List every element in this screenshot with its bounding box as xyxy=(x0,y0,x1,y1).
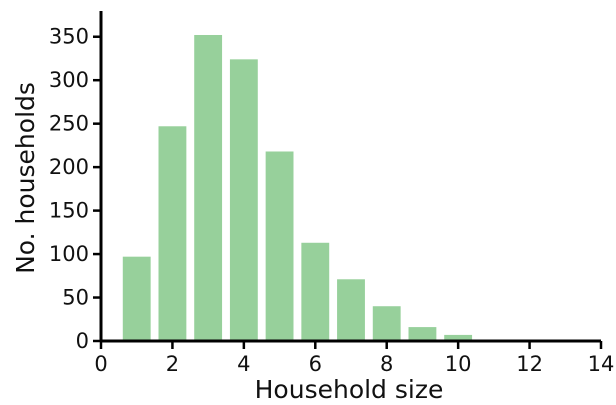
y-tick-label-200: 200 xyxy=(49,155,89,179)
bar-size-2 xyxy=(158,126,187,342)
bar-size-1 xyxy=(122,256,151,341)
bars-group xyxy=(122,34,473,342)
y-ticks-group: 0 50 100 150 200 250 300 350 xyxy=(49,25,101,353)
bar-size-10 xyxy=(444,334,473,341)
y-tick-label-250: 250 xyxy=(49,112,89,136)
bar-size-7 xyxy=(337,279,365,341)
y-tick-label-50: 50 xyxy=(62,286,89,310)
x-tick-label-14: 14 xyxy=(588,352,615,376)
bar-size-9 xyxy=(408,327,437,341)
x-tick-label-8: 8 xyxy=(380,352,393,376)
x-tick-label-6: 6 xyxy=(309,352,322,376)
x-axis-label: Household size xyxy=(255,375,444,404)
bar-size-5 xyxy=(265,151,294,341)
y-tick-label-100: 100 xyxy=(49,242,89,266)
x-tick-label-0: 0 xyxy=(94,352,107,376)
x-tick-label-10: 10 xyxy=(445,352,472,376)
y-tick-label-350: 350 xyxy=(49,25,89,49)
y-tick-label-300: 300 xyxy=(49,68,89,92)
y-tick-label-0: 0 xyxy=(76,329,89,353)
bar-size-4 xyxy=(229,59,258,341)
bar-size-6 xyxy=(301,242,330,341)
bar-size-3 xyxy=(194,34,223,342)
y-tick-label-150: 150 xyxy=(49,199,89,223)
bar-size-8 xyxy=(372,306,401,341)
y-axis-label: No. households xyxy=(11,82,40,274)
x-ticks-group: 0 2 4 6 8 10 12 14 xyxy=(94,341,614,376)
x-tick-label-4: 4 xyxy=(237,352,250,376)
x-tick-label-12: 12 xyxy=(516,352,543,376)
x-tick-label-2: 2 xyxy=(166,352,179,376)
